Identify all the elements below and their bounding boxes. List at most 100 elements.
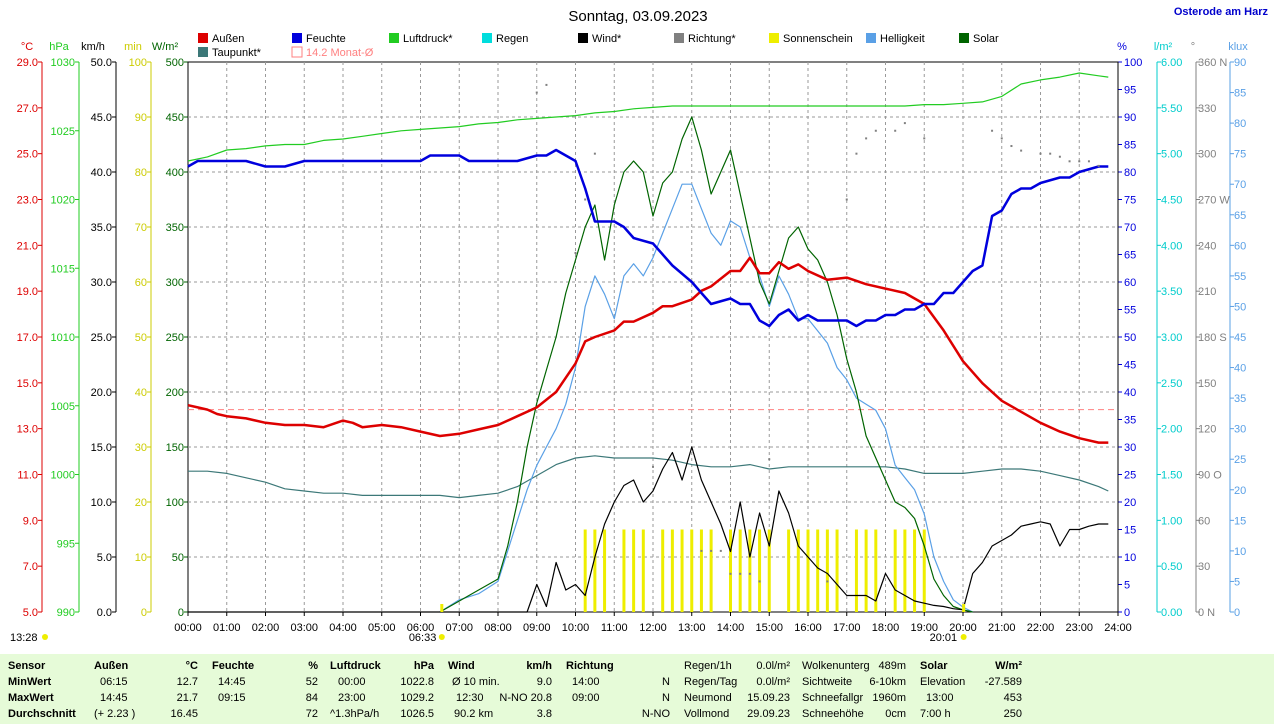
direction-point xyxy=(710,549,713,552)
sunshine-bar xyxy=(767,529,771,612)
sunshine-bar xyxy=(893,529,897,612)
markers: 13:28 06:33 20:01 xyxy=(10,604,967,644)
klux-tick-label: 60 xyxy=(1234,240,1246,252)
wind-tick-label: 10.0 xyxy=(91,497,112,509)
aussen-max-time: 14:45 xyxy=(100,692,128,704)
series-line-wind xyxy=(188,446,1109,613)
richtung-min-time: 14:00 xyxy=(572,676,600,688)
sunshine-bar xyxy=(922,529,926,612)
dir-tick-label: 210 xyxy=(1198,286,1216,298)
sunshine-bar xyxy=(661,529,665,612)
direction-point xyxy=(1078,160,1081,163)
schneehoehe-label: Schneehöhe xyxy=(802,708,864,720)
wolkenunterg-value: 489m xyxy=(878,660,906,672)
temp-tick-label: 15.0 xyxy=(17,378,38,390)
direction-point xyxy=(1087,160,1090,163)
legend-label: Regen xyxy=(496,33,528,45)
stats-panel: Sensor Außen °C Feuchte % Luftdruck hPa … xyxy=(0,654,1274,724)
sunshine-bar xyxy=(874,529,878,612)
temp-tick-label: 29.0 xyxy=(17,57,38,69)
legend-swatch xyxy=(959,33,969,43)
sunshine-bar xyxy=(913,529,917,612)
schneefallgr-value: 1960m xyxy=(872,692,906,704)
stats-header-solar: Solar xyxy=(920,660,948,672)
wind-tick-label: 0.0 xyxy=(97,607,112,619)
klux-tick-label: 90 xyxy=(1234,57,1246,69)
wm2-tick-label: 100 xyxy=(166,497,184,509)
wm2-tick-label: 250 xyxy=(166,332,184,344)
sunshine-bar xyxy=(835,529,839,612)
pct-tick-label: 20 xyxy=(1124,497,1136,509)
wm2-tick-label: 0 xyxy=(178,607,184,619)
pct-tick-label: 45 xyxy=(1124,360,1136,372)
direction-point xyxy=(1039,152,1042,155)
pct-tick-label: 65 xyxy=(1124,250,1136,262)
sunshine-bar xyxy=(641,529,645,612)
stats-header-sensor: Sensor xyxy=(8,660,46,672)
sunshine-bar xyxy=(864,529,868,612)
wind-avg-value: 3.8 xyxy=(536,708,552,720)
direction-point xyxy=(768,458,771,461)
min-tick-label: 30 xyxy=(135,442,147,454)
elevation-label: Elevation xyxy=(920,676,966,688)
wind-tick-label: 30.0 xyxy=(91,277,112,289)
sunshine-bar xyxy=(709,529,713,612)
x-tick-label: 17:00 xyxy=(833,622,861,634)
hpa-tick-label: 1015 xyxy=(51,263,75,275)
x-tick-label: 11:00 xyxy=(601,622,628,634)
wind-tick-label: 5.0 xyxy=(97,552,112,564)
neumond-value: 15.09.23 xyxy=(747,692,790,704)
richtung-min-value: N xyxy=(662,676,670,688)
stats-header-feuchte: Feuchte xyxy=(212,660,255,672)
pct-tick-label: 85 xyxy=(1124,140,1136,152)
stats-header-wind-unit: km/h xyxy=(526,660,552,672)
aussen-min-value: 12.7 xyxy=(176,676,198,688)
wind-tick-label: 25.0 xyxy=(91,332,112,344)
rain-tick-label: 2.00 xyxy=(1161,424,1182,436)
legend-label: Luftdruck* xyxy=(403,33,453,45)
series-line-helligkeit xyxy=(439,183,973,613)
temp-tick-label: 9.0 xyxy=(23,515,38,527)
rain-tick-label: 0.50 xyxy=(1161,561,1182,573)
pct-tick-label: 5 xyxy=(1124,580,1130,592)
direction-point xyxy=(758,580,761,583)
feuchte-min-value: 52 xyxy=(305,676,318,688)
feuchte-max-time: 09:15 xyxy=(218,692,246,704)
stats-row-avg: Durchschnitt xyxy=(8,708,76,720)
legend-label: Taupunkt* xyxy=(212,47,262,59)
temp-tick-label: 7.0 xyxy=(23,561,38,573)
min-tick-label: 60 xyxy=(135,277,147,289)
pct-tick-label: 80 xyxy=(1124,167,1136,179)
series-line-feuchte xyxy=(187,148,1109,328)
legend-label: 14.2 Monat-Ø xyxy=(306,47,374,59)
pct-tick-label: 90 xyxy=(1124,112,1136,124)
klux-tick-label: 75 xyxy=(1234,149,1246,161)
rain-tick-label: 4.50 xyxy=(1161,195,1182,207)
sunrise-time-label: 06:33 xyxy=(409,632,437,644)
hpa-tick-label: 1030 xyxy=(51,57,75,69)
direction-point xyxy=(991,129,994,132)
temp-tick-label: 27.0 xyxy=(17,103,38,115)
pct-tick-label: 40 xyxy=(1124,387,1136,399)
luftdruck-trend: ^1.3hPa/h xyxy=(330,708,380,720)
sichtweite-label: Sichtweite xyxy=(802,676,853,688)
feuchte-max-value: 84 xyxy=(305,692,318,704)
legend-label: Sonnenschein xyxy=(783,33,853,45)
direction-point xyxy=(535,91,538,94)
klux-tick-label: 5 xyxy=(1234,576,1240,588)
pct-tick-label: 95 xyxy=(1124,85,1136,97)
legend-swatch xyxy=(769,33,779,43)
wind-max-value: N-NO 20.8 xyxy=(499,692,552,704)
regen-1h-label: Regen/1h xyxy=(684,660,732,672)
min-tick-label: 80 xyxy=(135,167,147,179)
sunshine-bar xyxy=(680,529,684,612)
neumond-label: Neumond xyxy=(684,692,732,704)
solar-max-time: 13:00 xyxy=(926,692,954,704)
legend-swatch xyxy=(198,33,208,43)
x-tick-label: 23:00 xyxy=(1065,622,1093,634)
x-tick-label: 24:00 xyxy=(1104,622,1132,634)
direction-point xyxy=(1049,152,1052,155)
hpa-tick-label: 1005 xyxy=(51,401,75,413)
temp-tick-label: 5.0 xyxy=(23,607,38,619)
direction-point xyxy=(894,129,897,132)
